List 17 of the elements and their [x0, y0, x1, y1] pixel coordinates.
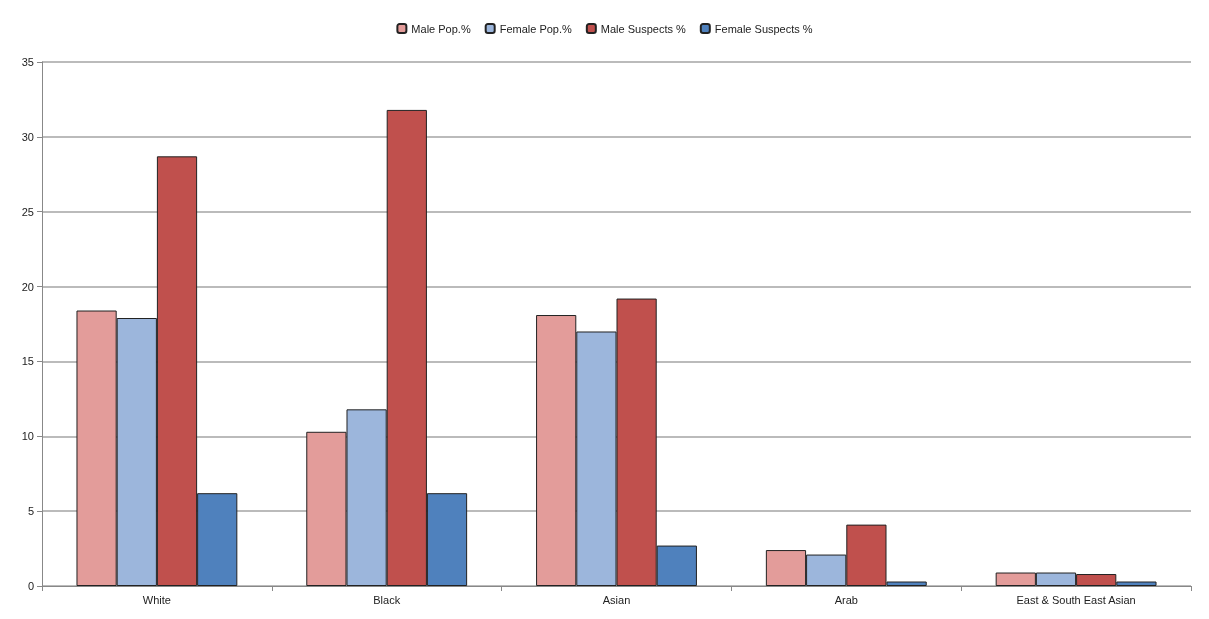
y-tick-label: 30: [21, 130, 34, 143]
legend-label: Male Pop.%: [411, 22, 471, 35]
x-tick-label: Asian: [602, 593, 631, 606]
x-tick-label: Black: [373, 593, 401, 606]
x-tick-label: Arab: [834, 593, 858, 606]
y-tick-label: 20: [21, 280, 34, 293]
y-tick-label: 5: [27, 505, 34, 518]
legend-label: Female Suspects %: [714, 22, 813, 35]
legend-label: Male Suspects %: [600, 22, 687, 35]
y-tick-label: 0: [27, 580, 34, 592]
x-tick-label: East & South East Asian: [1016, 593, 1136, 606]
y-tick-label: 25: [21, 205, 34, 218]
x-tick-label: White: [142, 593, 171, 606]
legend-label: Female Pop.%: [499, 22, 573, 35]
y-tick-label: 15: [21, 355, 34, 368]
y-tick-label: 10: [21, 430, 34, 443]
y-tick-label: 35: [21, 56, 34, 68]
